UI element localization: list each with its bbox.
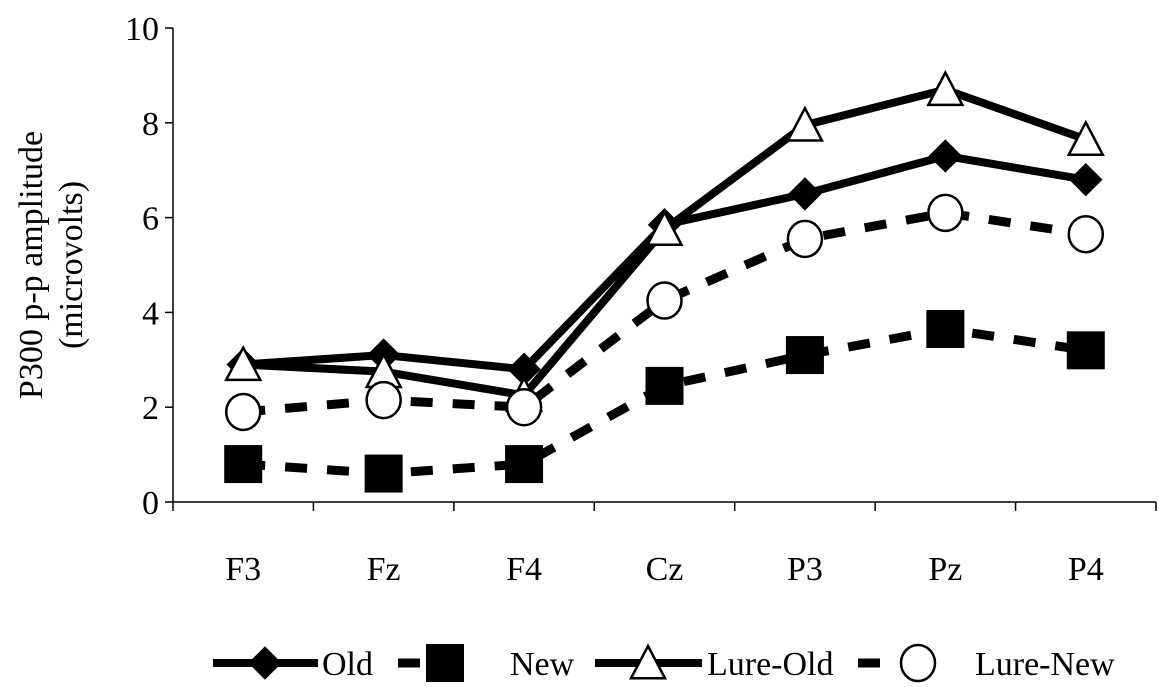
legend-label: Lure-Old xyxy=(707,646,834,683)
series-lure-old xyxy=(224,69,1105,412)
y-axis-title-line-1: P300 p-p amplitude xyxy=(13,131,50,399)
legend-marker xyxy=(628,643,668,680)
data-point xyxy=(505,445,544,484)
x-tick-label: F4 xyxy=(506,551,542,588)
x-tick-label: Cz xyxy=(646,551,684,588)
y-axis-title-line-2: (microvolts) xyxy=(53,181,90,349)
series-layer xyxy=(224,69,1105,493)
data-point xyxy=(928,139,963,173)
x-tick-label: F3 xyxy=(225,551,261,588)
data-point xyxy=(365,380,402,420)
data-point xyxy=(645,366,684,405)
legend-entry: Lure-New xyxy=(858,643,1115,683)
x-tick-label: Pz xyxy=(928,551,962,588)
data-point xyxy=(785,105,824,142)
legend-entry: Lure-Old xyxy=(595,643,834,683)
x-tick-label: Fz xyxy=(367,551,401,588)
data-point xyxy=(926,309,965,348)
legend-entry: Old xyxy=(213,646,373,683)
data-point xyxy=(1067,214,1105,254)
y-tick-label: 6 xyxy=(142,201,159,238)
data-point xyxy=(224,392,262,432)
legend-marker xyxy=(899,643,937,683)
legend-entry: New xyxy=(398,644,575,683)
data-point xyxy=(785,336,824,375)
data-point xyxy=(645,209,684,246)
data-point xyxy=(788,177,822,211)
data-point xyxy=(1069,162,1103,197)
data-point xyxy=(505,387,543,427)
x-tick-label: P3 xyxy=(787,551,823,588)
data-point xyxy=(224,445,263,484)
data-point xyxy=(926,69,965,107)
legend: Old New Lure-Old Lure-New xyxy=(213,643,1115,683)
chart-axes: 0 2 4 6 8 10 F3 Fz F4 Cz P3 Pz P4 xyxy=(125,11,1157,588)
data-point xyxy=(646,281,683,320)
data-point xyxy=(927,193,964,233)
x-tick-label: P4 xyxy=(1068,551,1104,588)
y-tick-label: 8 xyxy=(142,106,159,143)
y-tick-label: 0 xyxy=(142,485,159,522)
legend-label: New xyxy=(510,646,575,683)
data-point xyxy=(1066,119,1105,156)
legend-label: Lure-New xyxy=(975,646,1115,683)
y-tick-label: 10 xyxy=(125,11,159,48)
series-new xyxy=(224,309,1105,493)
legend-marker xyxy=(426,644,464,682)
series-old xyxy=(226,139,1103,386)
y-tick-label: 2 xyxy=(142,390,159,427)
y-axis-title: P300 p-p amplitude (microvolts) xyxy=(13,131,90,399)
series-lure-new xyxy=(224,193,1105,432)
data-point xyxy=(224,344,263,382)
y-tick-label: 4 xyxy=(142,295,159,332)
data-point xyxy=(1066,331,1105,370)
legend-label: Old xyxy=(322,646,373,683)
data-point xyxy=(364,454,403,493)
data-point xyxy=(786,219,824,259)
legend-marker xyxy=(248,646,282,680)
